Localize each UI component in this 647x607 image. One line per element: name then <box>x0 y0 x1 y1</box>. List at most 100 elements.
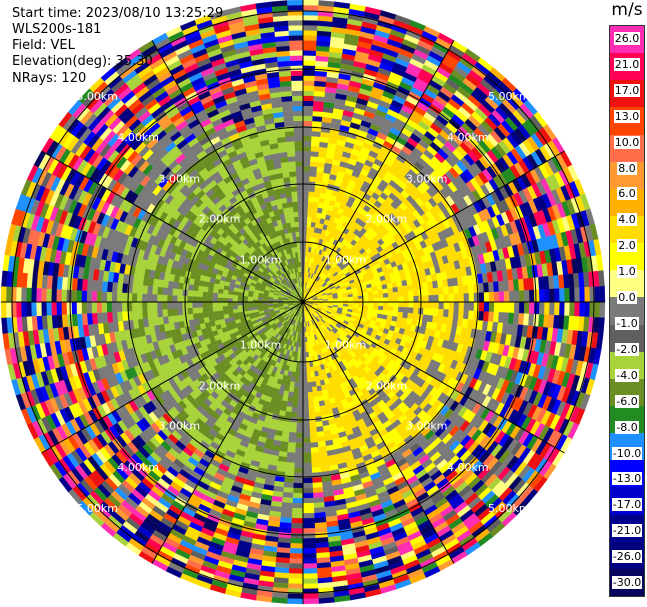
velocity-gate <box>302 35 318 41</box>
velocity-gate <box>382 288 389 294</box>
velocity-gate <box>286 452 296 458</box>
velocity-gate <box>488 301 495 313</box>
velocity-gate <box>427 281 434 289</box>
velocity-gate <box>443 286 449 295</box>
velocity-gate <box>292 487 304 494</box>
velocity-gate <box>283 421 291 428</box>
velocity-gate <box>302 517 315 524</box>
velocity-gate <box>574 287 580 303</box>
velocity-gate <box>544 288 550 303</box>
velocity-gate <box>302 105 314 112</box>
velocity-gate <box>302 14 319 21</box>
velocity-gate <box>413 301 419 309</box>
velocity-gate <box>508 290 515 303</box>
velocity-gate <box>302 407 309 413</box>
velocity-gate <box>295 442 304 449</box>
velocity-gate <box>302 80 315 87</box>
velocity-gate <box>382 306 389 312</box>
velocity-gate <box>463 293 470 303</box>
velocity-gate <box>302 593 319 600</box>
velocity-gate <box>407 284 414 292</box>
velocity-gate <box>302 120 313 127</box>
velocity-gate <box>302 578 318 585</box>
velocity-gate <box>478 311 485 322</box>
velocity-gate <box>377 305 384 311</box>
velocity-gate <box>285 462 295 469</box>
velocity-gate <box>302 110 314 117</box>
velocity-gate <box>302 60 316 66</box>
velocity-gate <box>302 442 311 449</box>
velocity-gate <box>293 381 299 388</box>
velocity-gate <box>493 291 500 303</box>
velocity-gate <box>529 289 535 303</box>
velocity-gate <box>372 290 379 295</box>
velocity-gate <box>397 286 404 293</box>
velocity-gate <box>554 301 560 316</box>
velocity-gate <box>316 426 324 433</box>
velocity-gate <box>298 372 304 378</box>
velocity-gate <box>458 301 465 311</box>
velocity-gate <box>468 283 475 294</box>
velocity-gate <box>413 295 419 303</box>
velocity-gate <box>302 543 317 549</box>
velocity-gate <box>493 311 500 323</box>
velocity-gate <box>309 426 317 433</box>
velocity-gate <box>388 301 394 307</box>
velocity-gate <box>287 583 304 590</box>
velocity-gate <box>393 296 399 303</box>
velocity-gate <box>311 462 321 469</box>
velocity-gate <box>310 151 319 157</box>
velocity-gate <box>468 301 475 312</box>
velocity-gate <box>295 437 304 444</box>
velocity-gate <box>302 201 309 207</box>
velocity-gate <box>529 301 535 315</box>
velocity-gate <box>306 361 310 368</box>
velocity-gate <box>453 293 460 303</box>
velocity-gate <box>288 563 304 569</box>
velocity-gate <box>544 301 550 316</box>
velocity-gate <box>352 296 359 300</box>
velocity-gate <box>302 553 317 559</box>
velocity-gate <box>302 95 314 102</box>
velocity-gate <box>377 289 384 295</box>
velocity-gate <box>310 442 319 448</box>
velocity-gate <box>312 492 324 499</box>
velocity-gate <box>312 110 324 117</box>
velocity-gate <box>309 421 317 428</box>
velocity-gate <box>308 196 315 203</box>
velocity-gate <box>298 377 304 383</box>
velocity-gate <box>534 301 540 315</box>
velocity-gate <box>458 310 464 319</box>
velocity-gate <box>534 289 540 303</box>
velocity-gate <box>428 301 435 309</box>
velocity-gate <box>282 426 290 433</box>
velocity-gate <box>297 407 304 413</box>
velocity-gate <box>302 392 309 398</box>
velocity-gate <box>302 482 313 489</box>
velocity-gate <box>286 401 293 408</box>
velocity-gate <box>313 196 320 203</box>
velocity-gate <box>302 427 310 434</box>
velocity-gate <box>302 367 307 373</box>
velocity-gate <box>293 482 304 489</box>
velocity-gate <box>313 191 321 198</box>
velocity-gate <box>569 287 575 303</box>
velocity-gate <box>310 447 319 453</box>
velocity-gate <box>302 497 314 504</box>
velocity-gate <box>293 386 299 393</box>
velocity-gate <box>549 301 555 316</box>
velocity-gate <box>294 447 304 454</box>
velocity-gate <box>392 306 399 313</box>
velocity-gate <box>312 396 319 403</box>
velocity-gate <box>302 221 308 227</box>
velocity-gate <box>427 288 434 296</box>
velocity-gate <box>310 371 315 378</box>
velocity-gate <box>283 482 294 489</box>
velocity-gate <box>309 166 318 173</box>
velocity-gate <box>308 186 316 193</box>
velocity-gate <box>403 296 409 303</box>
velocity-gate <box>402 285 409 292</box>
velocity-gate <box>302 583 319 590</box>
velocity-gate <box>302 100 314 107</box>
